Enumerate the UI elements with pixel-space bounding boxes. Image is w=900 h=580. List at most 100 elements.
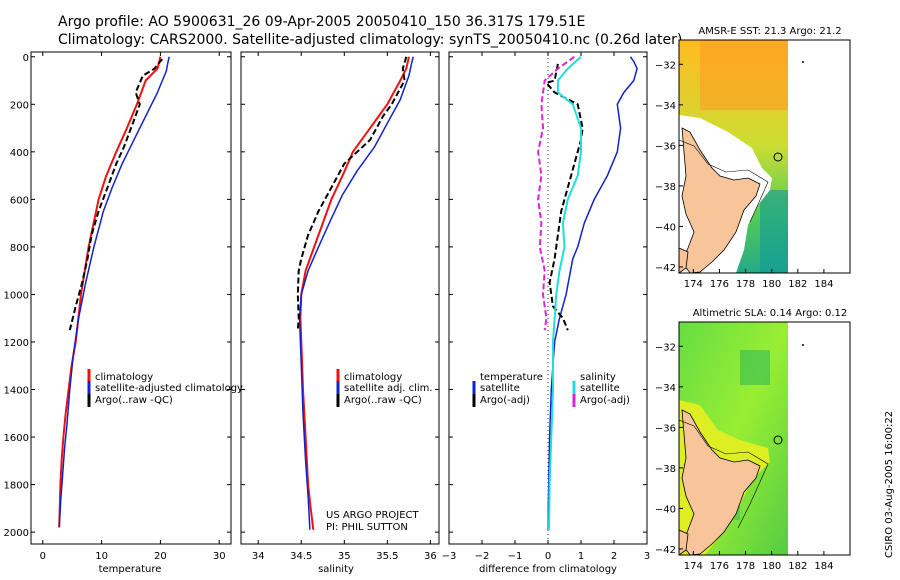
side-timestamp-label: CSIRO 03-Aug-2005 16:00:22 xyxy=(884,411,895,558)
map-y-tick-label: −42 xyxy=(655,263,676,274)
x-tick-label: 3 xyxy=(644,551,650,562)
y-tick-label: 2000 xyxy=(4,528,29,539)
temperature-plot: 0 200 400 600 800 1000 1200 1400 1600 1800 2000 0 10… xyxy=(4,52,231,562)
bathymetry-contour xyxy=(679,139,769,223)
y-tick-label: 1800 xyxy=(4,481,29,492)
salinity-legend: climatology satellite adj. clim. Argo(..… xyxy=(336,369,433,407)
map-x-tick-label: 174 xyxy=(684,561,703,572)
series-line xyxy=(296,56,408,331)
series-line xyxy=(537,55,575,331)
map-y-tick-label: −32 xyxy=(655,60,676,71)
sst-map: AMSR-E SST: 21.3 Argo: 21.2 174 176 178 180… xyxy=(655,26,851,290)
x-tick-label: 2 xyxy=(611,551,617,562)
difference-plot: −3 −2 −1 0 1 2 3 xyxy=(442,52,650,562)
y-tick-label: 1600 xyxy=(4,433,29,444)
legend-label-climatology: climatology xyxy=(344,372,402,383)
legend-label-climatology: climatology xyxy=(95,372,153,383)
y-tick-label: 200 xyxy=(10,100,29,111)
x-tick-label: −3 xyxy=(442,551,457,562)
sla-map-title: Altimetric SLA: 0.14 Argo: 0.12 xyxy=(693,308,848,319)
sla-map: Altimetric SLA: 0.14 Argo: 0.12 174 176 17… xyxy=(655,308,851,572)
legend-label-temp-satellite: satellite xyxy=(480,383,520,394)
legend-label-argo: Argo(..raw -QC) xyxy=(95,395,173,406)
map-y-tick-label: −36 xyxy=(655,423,676,434)
x-tick-label: −1 xyxy=(508,551,523,562)
legend-label-argo: Argo(..raw -QC) xyxy=(344,395,422,406)
map-y-tick-label: −40 xyxy=(655,222,676,233)
y-tick-label: 600 xyxy=(10,195,29,206)
legend-label-temp-argo: Argo(-adj) xyxy=(480,395,530,406)
y-tick-label: 1000 xyxy=(4,290,29,301)
y-tick-label: 0 xyxy=(23,53,29,64)
map-x-tick-label: 184 xyxy=(814,279,833,290)
north-island-land xyxy=(681,127,761,273)
legend-label-satellite: satellite-adjusted climatology xyxy=(95,383,243,394)
temperature-xlabel: temperature xyxy=(99,564,162,575)
series-line xyxy=(299,56,410,530)
map-x-tick-label: 184 xyxy=(814,561,833,572)
island-dot xyxy=(802,344,804,346)
series-line xyxy=(68,58,163,331)
x-tick-label: 35 xyxy=(338,551,351,562)
x-tick-label: −2 xyxy=(475,551,490,562)
temperature-axes xyxy=(30,51,232,545)
legend-label-satellite: satellite adj. clim. xyxy=(344,383,433,394)
map-x-tick-label: 182 xyxy=(788,561,807,572)
x-tick-label: 34 xyxy=(252,551,265,562)
figure-title-line1: Argo profile: AO 5900631_26 09-Apr-2005 … xyxy=(58,14,585,30)
sst-map-frame xyxy=(678,39,851,274)
sla-dark-patch xyxy=(740,350,770,385)
series-line xyxy=(58,56,162,528)
map-x-tick-label: 178 xyxy=(736,561,755,572)
map-y-tick-label: −40 xyxy=(655,504,676,515)
x-tick-label: 0 xyxy=(40,551,46,562)
difference-xlabel: difference from climatology xyxy=(479,564,617,575)
x-tick-label: 35.5 xyxy=(376,551,398,562)
salinity-xlabel: salinity xyxy=(318,564,354,575)
y-tick-label: 1200 xyxy=(4,338,29,349)
x-tick-label: 1 xyxy=(578,551,584,562)
y-tick-label: 1400 xyxy=(4,386,29,397)
map-y-tick-label: −38 xyxy=(655,464,676,475)
series-line xyxy=(545,63,584,331)
sla-map-ticks: 174 176 178 180 182 184 −32 −34 −36 −38 −40 −42 xyxy=(655,342,834,572)
map-x-tick-label: 180 xyxy=(762,561,781,572)
temperature-legend: climatology satellite-adjusted climatolo… xyxy=(87,369,243,407)
series-line xyxy=(547,56,638,530)
sst-map-ticks: 174 176 178 180 182 184 −32 −34 −36 −38 −40 −42 xyxy=(655,60,834,290)
x-tick-label: 34.5 xyxy=(290,551,312,562)
map-y-tick-label: −34 xyxy=(655,101,676,112)
map-y-tick-label: −32 xyxy=(655,342,676,353)
x-tick-label: 36 xyxy=(424,551,437,562)
x-tick-label: 10 xyxy=(95,551,108,562)
map-y-tick-label: −36 xyxy=(655,141,676,152)
x-tick-label: 0 xyxy=(545,551,551,562)
sst-map-title: AMSR-E SST: 21.3 Argo: 21.2 xyxy=(698,26,841,37)
y-tick-label: 800 xyxy=(10,243,29,254)
x-tick-label: 30 xyxy=(213,551,226,562)
pi-annotation: PI: PHIL SUTTON xyxy=(326,522,408,533)
salinity-plot: 34 34.5 35 35.5 36 xyxy=(241,52,439,562)
series-line xyxy=(548,56,582,530)
float-location-marker xyxy=(773,435,783,445)
map-x-tick-label: 176 xyxy=(710,279,729,290)
map-y-tick-label: −34 xyxy=(655,383,676,394)
figure-title-line2: Climatology: CARS2000. Satellite-adjuste… xyxy=(58,32,682,48)
map-y-tick-label: −38 xyxy=(655,182,676,193)
legend-heading-salinity: salinity xyxy=(580,372,616,383)
map-x-tick-label: 174 xyxy=(684,279,703,290)
difference-legend-salinity: salinity satellite Argo(-adj) xyxy=(572,372,630,407)
series-line xyxy=(298,56,414,530)
island-dot xyxy=(802,61,804,63)
map-x-tick-label: 182 xyxy=(788,279,807,290)
legend-label-sal-satellite: satellite xyxy=(580,383,620,394)
difference-legend-temperature: temperature satellite Argo(-adj) xyxy=(472,372,543,407)
north-island-land xyxy=(681,409,761,555)
map-y-tick-label: −42 xyxy=(655,545,676,556)
sst-cool-patch xyxy=(760,190,788,273)
map-x-tick-label: 180 xyxy=(762,279,781,290)
x-tick-label: 20 xyxy=(154,551,167,562)
bathymetry-contour xyxy=(679,419,769,529)
sla-map-frame xyxy=(678,321,851,556)
